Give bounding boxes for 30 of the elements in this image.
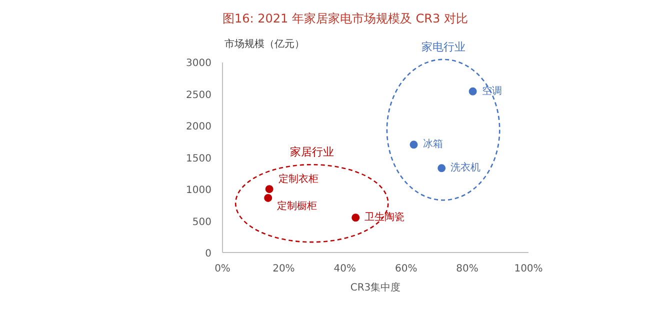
text: 家居行业 — [290, 146, 334, 159]
y-tick-label: 3000 — [186, 58, 212, 70]
y-tick-label: 1500 — [186, 153, 212, 164]
annotation: 卫生陶瓷 — [364, 211, 405, 224]
text: 家电行业 — [421, 40, 466, 54]
x-axis-title: CR3集中度 — [350, 282, 401, 294]
point — [352, 214, 360, 222]
y-tick-label: 0 — [205, 248, 212, 260]
annotation: 空调 — [482, 84, 502, 97]
chart-title: 图16: 2021 年家居家电市场规模及 CR3 对比 — [222, 12, 468, 26]
point — [264, 194, 272, 202]
x-tick-label: 80% — [456, 264, 478, 274]
point — [468, 87, 477, 96]
y-axis-title: 市场规模（亿元） — [224, 38, 304, 50]
annotation: 定制橱柜 — [277, 200, 318, 212]
y-tick-label: 500 — [192, 216, 212, 228]
point — [410, 140, 418, 149]
y-tick-label: 2500 — [186, 90, 212, 101]
y-tick-label: 1000 — [186, 185, 212, 196]
annotation: 洗衣机 — [450, 162, 481, 174]
point — [438, 164, 446, 172]
x-tick-label: 100% — [514, 264, 543, 274]
y-tick-label: 2000 — [186, 122, 212, 133]
x-tick-label: 40% — [334, 264, 356, 274]
x-tick-label: 60% — [394, 264, 418, 274]
x-tick-label: 20% — [272, 264, 295, 274]
annotation: 冰箱 — [422, 138, 443, 150]
point — [265, 185, 274, 194]
annotation: 定制衣柜 — [278, 173, 318, 186]
x-tick-label: 0% — [214, 264, 230, 274]
